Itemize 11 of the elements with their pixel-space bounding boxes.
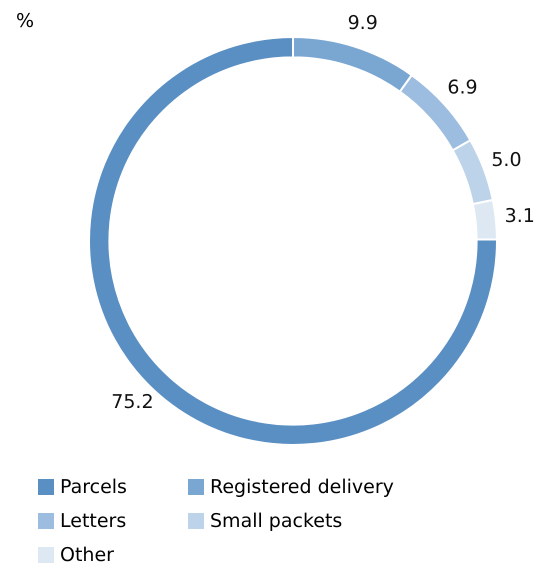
- chart-title: %: [16, 10, 34, 32]
- data-label: 3.1: [504, 205, 535, 228]
- data-label: 9.9: [348, 12, 378, 34]
- legend-label: Registered delivery: [210, 476, 394, 498]
- data-label: 5.0: [491, 148, 522, 171]
- data-label: 75.2: [111, 390, 154, 413]
- data-label: 6.9: [447, 76, 478, 98]
- legend-label: Other: [60, 544, 114, 566]
- legend-label: Parcels: [60, 476, 127, 498]
- legend-label: Small packets: [210, 510, 342, 532]
- legend-label: Letters: [60, 510, 126, 532]
